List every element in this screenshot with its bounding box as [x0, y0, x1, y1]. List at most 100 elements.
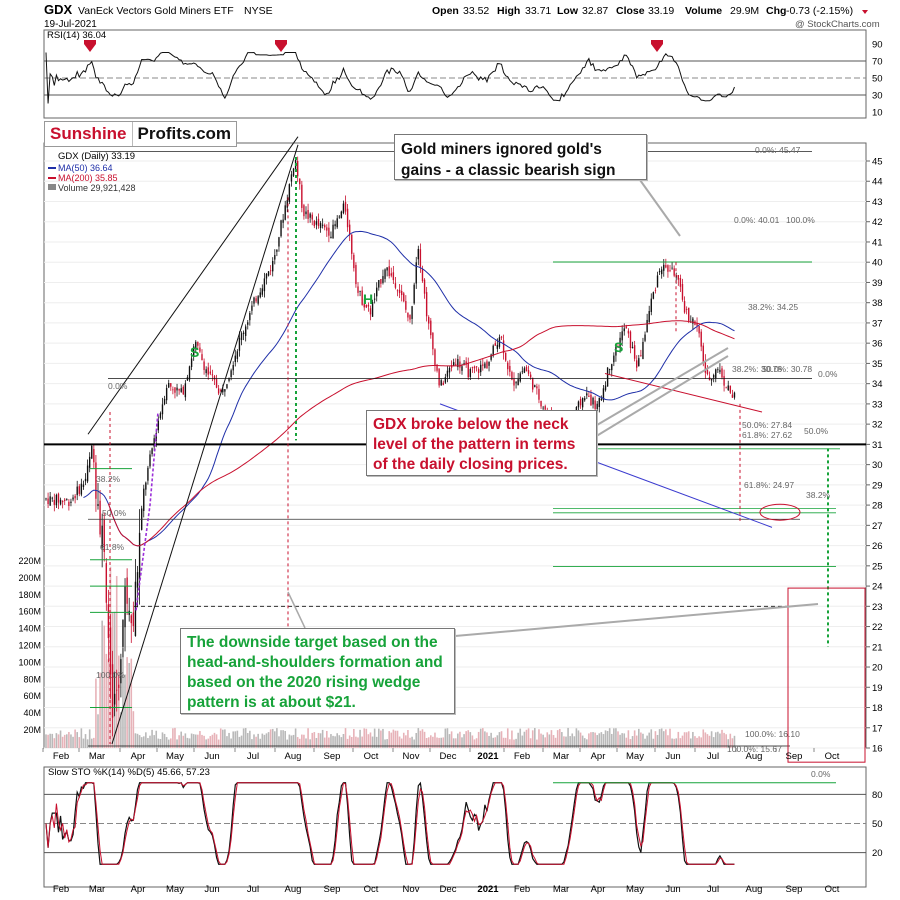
- candle-body: [190, 358, 193, 367]
- volume-bar: [696, 737, 698, 748]
- volume-bar: [240, 735, 243, 748]
- volume-bar: [176, 739, 178, 748]
- candle-body: [118, 684, 120, 689]
- volume-bar: [172, 728, 174, 748]
- volume-bar: [509, 739, 511, 748]
- volume-bar: [421, 729, 424, 748]
- fib-label: 50.0%: [102, 508, 127, 518]
- volume-bar: [471, 735, 474, 748]
- volume-bar: [211, 734, 214, 748]
- candle-body: [249, 312, 251, 321]
- candle-body: [228, 377, 230, 381]
- volume-bar: [529, 738, 532, 748]
- volume-bar: [161, 732, 164, 748]
- candle-body: [105, 563, 108, 603]
- volume-bar: [124, 674, 126, 748]
- month-tick-label: Aug: [746, 751, 763, 762]
- candle-body: [109, 627, 112, 675]
- candle-body: [519, 373, 521, 382]
- volume-bar: [617, 731, 619, 748]
- month-tick-label: Feb: [53, 884, 69, 895]
- logo-part1: Sunshine: [45, 122, 133, 146]
- candle-body: [288, 184, 291, 203]
- month-tick-label: Jun: [204, 751, 219, 762]
- volume-bar: [151, 729, 153, 748]
- volume-bar: [394, 730, 397, 748]
- volume-bar: [315, 738, 318, 748]
- volume-bar: [525, 729, 528, 748]
- volume-bar: [613, 728, 615, 748]
- volume-bar: [76, 732, 78, 748]
- volume-bar: [571, 733, 574, 748]
- candle-body: [120, 659, 122, 684]
- volume-bar: [359, 729, 361, 748]
- volume-bar: [400, 738, 403, 748]
- candle-body: [76, 486, 78, 496]
- volume-bar: [70, 734, 72, 748]
- candle-body: [365, 304, 368, 308]
- volume-bar: [344, 728, 347, 748]
- candle-body: [359, 291, 361, 292]
- rsi-tick-label: 90: [872, 40, 883, 51]
- volume-bar: [313, 732, 316, 748]
- axes: 1617181920212223242526272829303132333435…: [18, 40, 882, 896]
- volume-bar: [581, 735, 584, 748]
- volume-bars: [45, 566, 736, 748]
- candle-body: [621, 331, 623, 341]
- volume-bar: [492, 737, 494, 748]
- volume-bar: [662, 731, 665, 748]
- candle-body: [415, 262, 417, 284]
- price-tick-label: 37: [872, 318, 883, 329]
- volume-bar: [690, 738, 692, 748]
- volume-bar: [251, 739, 253, 748]
- volume-bar: [78, 737, 81, 748]
- volume-bar: [461, 737, 463, 748]
- volume-bar: [712, 737, 715, 748]
- candle-body: [230, 370, 232, 378]
- volume-bar: [332, 735, 334, 748]
- candle-body: [265, 273, 268, 279]
- volume-bar: [579, 732, 582, 748]
- candle-body: [592, 397, 594, 405]
- candle-body: [259, 292, 261, 298]
- candle-body: [149, 454, 151, 467]
- candle-body: [103, 519, 105, 552]
- volume-bar: [378, 728, 380, 748]
- candle-body: [446, 370, 449, 377]
- volume-bar: [721, 729, 723, 748]
- candle-body: [409, 314, 411, 320]
- candle-body: [590, 394, 592, 406]
- candle-body: [688, 307, 690, 321]
- volume-bar: [731, 738, 734, 748]
- candle-body: [182, 386, 184, 395]
- volume-bar: [261, 733, 264, 748]
- candle-body: [363, 303, 365, 308]
- volume-bar: [519, 728, 522, 748]
- candle-body: [197, 342, 199, 346]
- volume-bar: [654, 731, 657, 748]
- price-tick-label: 30: [872, 460, 883, 471]
- fib-label: 50.0%: [804, 426, 829, 436]
- volume-bar: [68, 731, 70, 748]
- candle-body: [465, 361, 467, 365]
- volume-bar: [502, 737, 505, 748]
- volume-tick-label: 220M: [18, 556, 41, 566]
- volume-bar: [710, 731, 713, 748]
- candle-body: [269, 270, 272, 272]
- volume-bar: [386, 739, 388, 748]
- candle-body: [648, 311, 650, 322]
- volume-bar: [467, 730, 470, 748]
- month-tick-label: Mar: [89, 884, 105, 895]
- candle-body: [538, 388, 540, 400]
- candle-body: [527, 370, 530, 374]
- volume-bar: [244, 728, 247, 748]
- volume-bar: [554, 737, 557, 748]
- price-tick-label: 45: [872, 157, 883, 168]
- volume-bar: [51, 733, 54, 748]
- candle-body: [324, 225, 326, 228]
- candle-body: [504, 352, 507, 361]
- volume-bar: [673, 738, 675, 748]
- volume-bar: [74, 729, 76, 748]
- chg-label: Chg: [766, 5, 786, 17]
- price-candles: [45, 156, 736, 737]
